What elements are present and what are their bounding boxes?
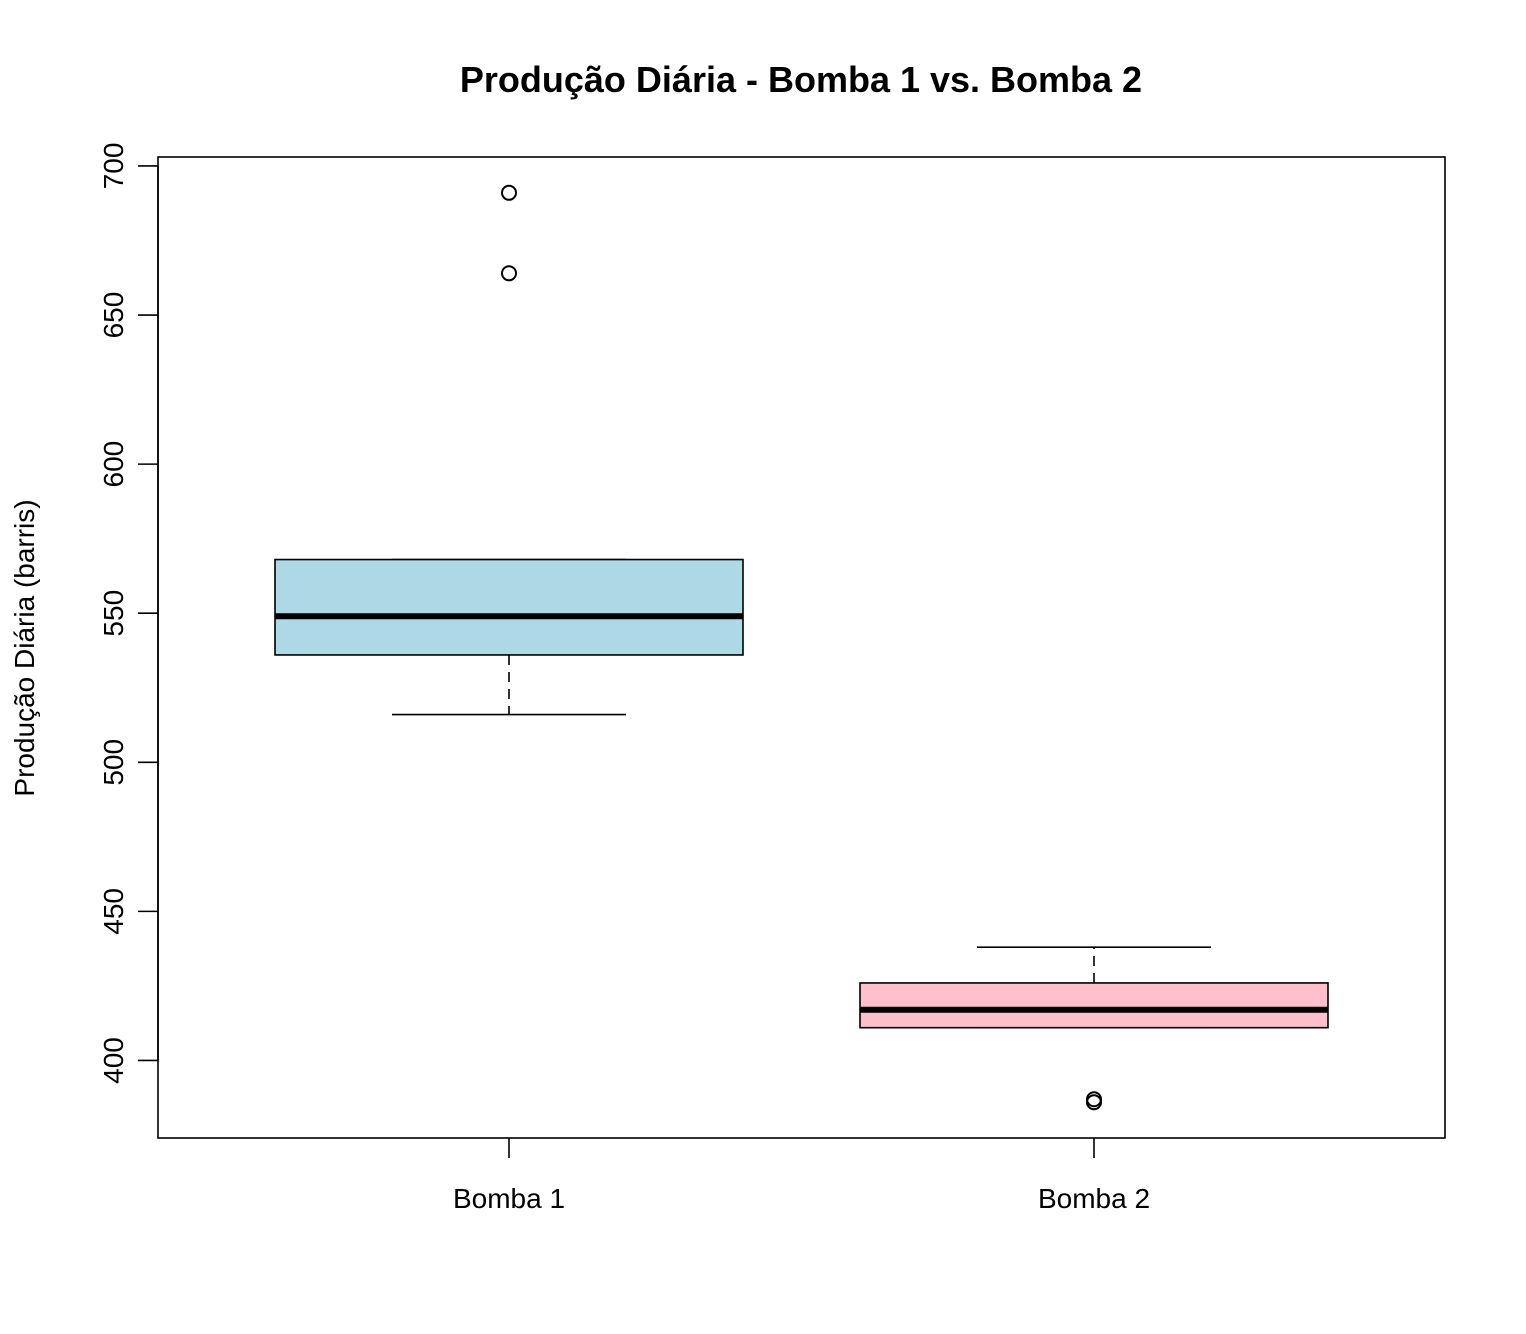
y-tick-label: 550	[98, 590, 129, 637]
outlier-point	[501, 184, 517, 201]
x-tick-label: Bomba 1	[453, 1183, 565, 1214]
iqr-box	[274, 558, 744, 656]
iqr-box	[859, 982, 1329, 1029]
y-tick-label: 600	[98, 441, 129, 488]
y-tick-label: 650	[98, 292, 129, 339]
y-tick-label: 500	[98, 739, 129, 786]
y-tick-label: 700	[98, 143, 129, 190]
x-tick-label: Bomba 2	[1038, 1183, 1150, 1214]
chart-title: Produção Diária - Bomba 1 vs. Bomba 2	[460, 59, 1142, 100]
outlier-point	[1086, 1091, 1102, 1108]
y-tick-label: 450	[98, 888, 129, 935]
x-axis: Bomba 1 Bomba 2	[453, 1138, 1150, 1214]
y-axis: 400 450 500 550 600 650 700	[98, 143, 159, 1084]
y-axis-label: Produção Diária (barris)	[9, 499, 40, 796]
boxes-layer	[274, 184, 1329, 1111]
y-tick-label: 400	[98, 1037, 129, 1084]
box-group	[274, 184, 744, 716]
box-group	[859, 946, 1329, 1111]
outlier-point	[501, 265, 517, 282]
